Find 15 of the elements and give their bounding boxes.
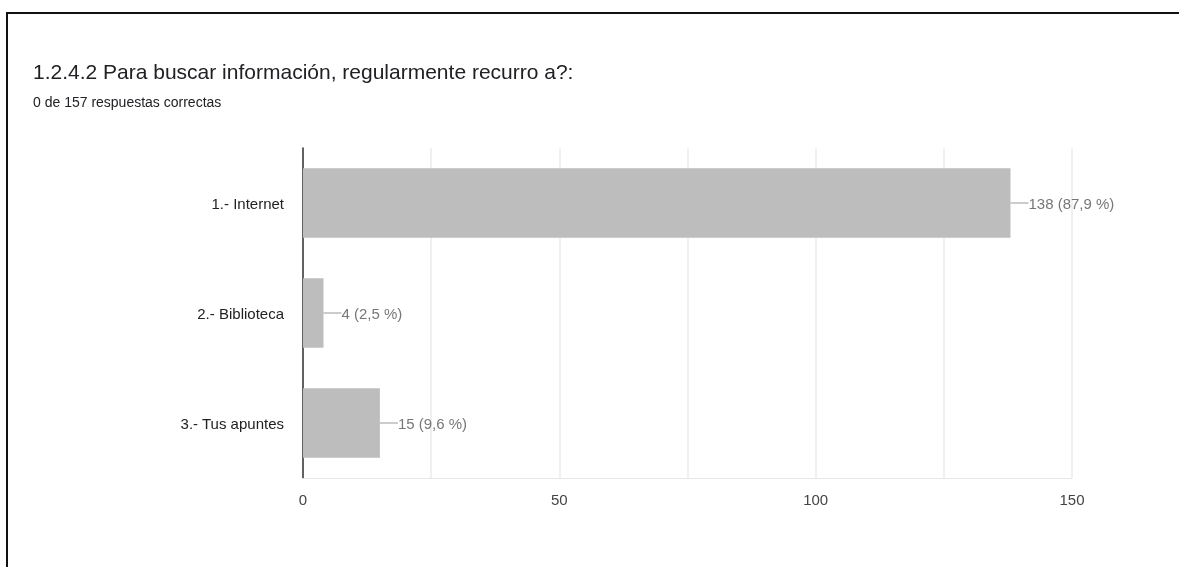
- data-label: 138 (87,9 %): [1028, 194, 1115, 212]
- x-tick-label: 150: [1059, 491, 1085, 508]
- bar: [303, 388, 380, 458]
- chart-title: 1.2.4.2 Para buscar información, regularmente recurro a?:: [33, 60, 574, 84]
- y-tick-label: 2.- Biblioteca: [197, 304, 285, 322]
- data-label: 15 (9,6 %): [397, 414, 468, 432]
- bar: [303, 278, 324, 348]
- x-tick-label: 100: [803, 491, 829, 508]
- x-tick-label: 0: [298, 491, 308, 508]
- bar: [303, 168, 1011, 238]
- text: 0 de 157 respuestas correctas: [33, 94, 222, 110]
- data-label: 4 (2,5 %): [341, 304, 403, 322]
- x-tick-label: 50: [550, 491, 568, 508]
- y-tick-label: 3.- Tus apuntes: [180, 414, 284, 432]
- y-tick-label: 1.- Internet: [211, 194, 285, 212]
